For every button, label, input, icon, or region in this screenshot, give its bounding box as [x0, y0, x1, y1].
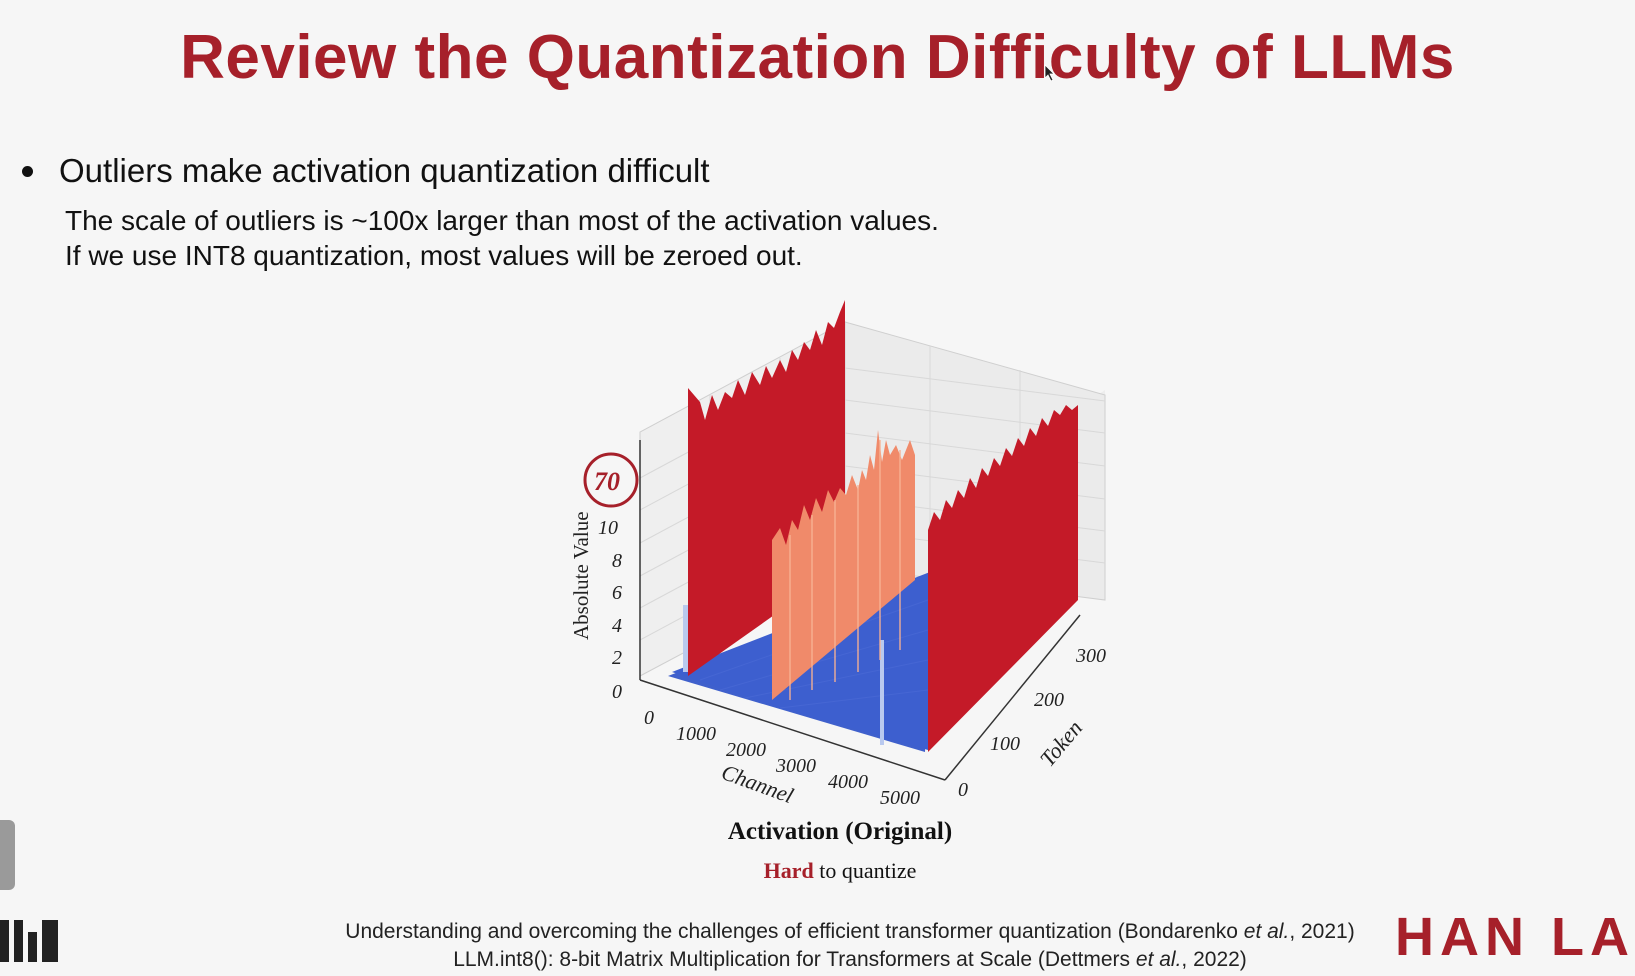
x-tick-2000: 2000 — [726, 739, 766, 761]
chart-caption: Activation (Original) — [727, 818, 953, 845]
z-tick-outlier: 70 — [594, 467, 620, 496]
z-tick-8: 8 — [612, 550, 622, 572]
side-panel-handle[interactable] — [0, 820, 15, 890]
bullet-dot-icon — [22, 165, 33, 177]
z-ticks: 0 2 4 6 8 10 — [598, 517, 622, 703]
y-tick-0: 0 — [958, 779, 968, 801]
y-ticks: 0 100 200 300 — [958, 645, 1106, 801]
y-tick-100: 100 — [990, 733, 1020, 755]
z-tick-0: 0 — [612, 681, 622, 703]
reference-1: Understanding and overcoming the challen… — [345, 920, 1355, 943]
x-tick-1000: 1000 — [676, 723, 716, 745]
mit-logo-icon — [0, 920, 60, 962]
x-tick-0: 0 — [644, 707, 654, 729]
references: Understanding and overcoming the challen… — [220, 918, 1480, 974]
x-tick-5000: 5000 — [880, 787, 920, 809]
outlier-wall-right — [928, 405, 1078, 752]
x-tick-3000: 3000 — [775, 755, 816, 777]
caption-rest: to quantize — [813, 858, 917, 883]
reference-2: LLM.int8(): 8-bit Matrix Multiplication … — [453, 948, 1247, 971]
light-spikes — [683, 605, 884, 745]
axes — [639, 440, 1081, 781]
bullet-text: Outliers make activation quantization di… — [59, 152, 710, 189]
z-tick-4: 4 — [612, 615, 622, 637]
bullet-point: Outliers make activation quantization di… — [22, 152, 710, 190]
sub-line-2: If we use INT8 quantization, most values… — [65, 240, 803, 271]
chart-subcaption: Hard to quantize — [540, 858, 1140, 884]
hard-label: Hard — [763, 858, 814, 883]
x-ticks: 0 1000 2000 3000 4000 5000 — [644, 707, 920, 809]
y-tick-300: 300 — [1075, 645, 1106, 667]
outlier-tick-circle: 70 — [583, 452, 639, 508]
y-axis-label: Token — [1035, 716, 1087, 772]
sub-line-1: The scale of outliers is ~100x larger th… — [65, 205, 939, 236]
slide-title: Review the Quantization Difficulty of LL… — [180, 23, 1455, 92]
mouse-cursor-icon — [1044, 64, 1055, 82]
hanlab-logo: HAN LA — [1395, 907, 1635, 967]
z-tick-2: 2 — [612, 647, 622, 669]
x-tick-4000: 4000 — [828, 771, 868, 793]
z-axis-label: Absolute Value — [569, 511, 593, 640]
z-tick-10: 10 — [598, 517, 618, 539]
z-tick-6: 6 — [612, 582, 622, 604]
y-tick-200: 200 — [1034, 689, 1064, 711]
